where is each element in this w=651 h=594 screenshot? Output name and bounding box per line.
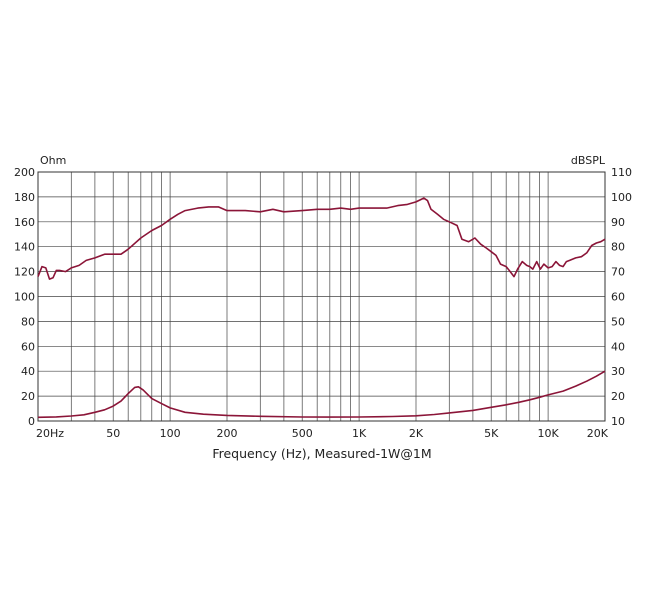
impedance-line bbox=[37, 370, 606, 419]
right-tick-label: 40 bbox=[611, 340, 625, 353]
plot-frame bbox=[37, 171, 606, 422]
x-tick-label: 200 bbox=[217, 427, 238, 440]
left-tick-label: 0 bbox=[28, 415, 35, 428]
x-tick-label: 10K bbox=[537, 427, 559, 440]
right-tick-label: 70 bbox=[611, 266, 625, 279]
tick-labels: 0 20 40 60 80 100 120 140 160 180 200 10 20 30 40 50 60 7… bbox=[14, 166, 632, 440]
right-tick-label: 110 bbox=[611, 166, 632, 179]
x-tick-label: 500 bbox=[292, 427, 313, 440]
left-tick-label: 200 bbox=[14, 166, 35, 179]
x-tick-label: 20K bbox=[587, 427, 609, 440]
x-axis-label: Frequency (Hz), Measured-1W@1M bbox=[212, 446, 431, 461]
left-axis-unit-label: Ohm bbox=[40, 154, 66, 167]
series-lines bbox=[37, 197, 606, 419]
x-tick-label: 50 bbox=[106, 427, 120, 440]
left-tick-label: 100 bbox=[14, 291, 35, 304]
x-tick-label: 2K bbox=[409, 427, 424, 440]
left-tick-label: 60 bbox=[21, 340, 35, 353]
right-tick-label: 10 bbox=[611, 415, 625, 428]
right-tick-label: 100 bbox=[611, 191, 632, 204]
right-tick-label: 60 bbox=[611, 291, 625, 304]
right-axis-unit-label: dBSPL bbox=[571, 154, 606, 167]
left-tick-label: 160 bbox=[14, 216, 35, 229]
x-tick-label: 5K bbox=[484, 427, 499, 440]
x-tick-label: 20Hz bbox=[36, 427, 64, 440]
axes bbox=[37, 171, 606, 422]
left-tick-label: 80 bbox=[21, 315, 35, 328]
left-tick-label: 40 bbox=[21, 365, 35, 378]
right-tick-label: 50 bbox=[611, 315, 625, 328]
left-tick-label: 120 bbox=[14, 266, 35, 279]
spl-response-line bbox=[37, 197, 606, 280]
x-tick-label: 1K bbox=[352, 427, 367, 440]
x-tick-label: 100 bbox=[160, 427, 181, 440]
left-tick-label: 20 bbox=[21, 390, 35, 403]
right-tick-label: 30 bbox=[611, 365, 625, 378]
left-tick-label: 140 bbox=[14, 241, 35, 254]
right-tick-label: 20 bbox=[611, 390, 625, 403]
right-tick-label: 90 bbox=[611, 216, 625, 229]
left-tick-label: 180 bbox=[14, 191, 35, 204]
right-tick-label: 80 bbox=[611, 241, 625, 254]
